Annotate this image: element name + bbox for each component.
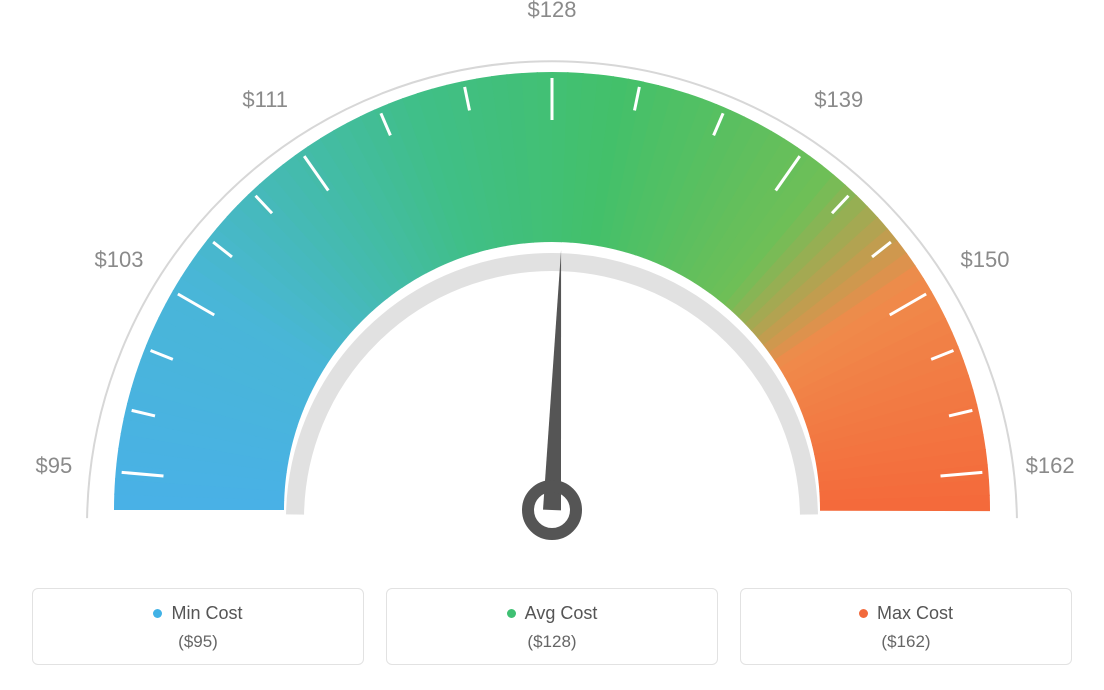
gauge-tick-label: $150 — [961, 247, 1010, 273]
legend-label: Max Cost — [877, 603, 953, 624]
gauge-tick-label: $111 — [242, 87, 288, 113]
dot-icon — [153, 609, 162, 618]
legend-value: ($128) — [397, 632, 707, 652]
cost-gauge: $95 $103 $111 $128 $139 $150 $162 — [0, 0, 1104, 570]
dot-icon — [859, 609, 868, 618]
legend-card-max: Max Cost ($162) — [740, 588, 1072, 665]
gauge-needle — [543, 250, 561, 510]
legend-row: Min Cost ($95) Avg Cost ($128) Max Cost … — [32, 588, 1072, 665]
gauge-tick-label: $95 — [36, 453, 73, 479]
legend-label: Avg Cost — [525, 603, 598, 624]
legend-value: ($95) — [43, 632, 353, 652]
gauge-tick-label: $103 — [95, 247, 144, 273]
gauge-tick-label: $139 — [814, 87, 863, 113]
gauge-tick-label: $128 — [528, 0, 577, 23]
gauge-svg — [0, 0, 1104, 570]
dot-icon — [507, 609, 516, 618]
legend-label: Min Cost — [171, 603, 242, 624]
gauge-tick-label: $162 — [1026, 453, 1075, 479]
legend-value: ($162) — [751, 632, 1061, 652]
legend-card-min: Min Cost ($95) — [32, 588, 364, 665]
legend-card-avg: Avg Cost ($128) — [386, 588, 718, 665]
